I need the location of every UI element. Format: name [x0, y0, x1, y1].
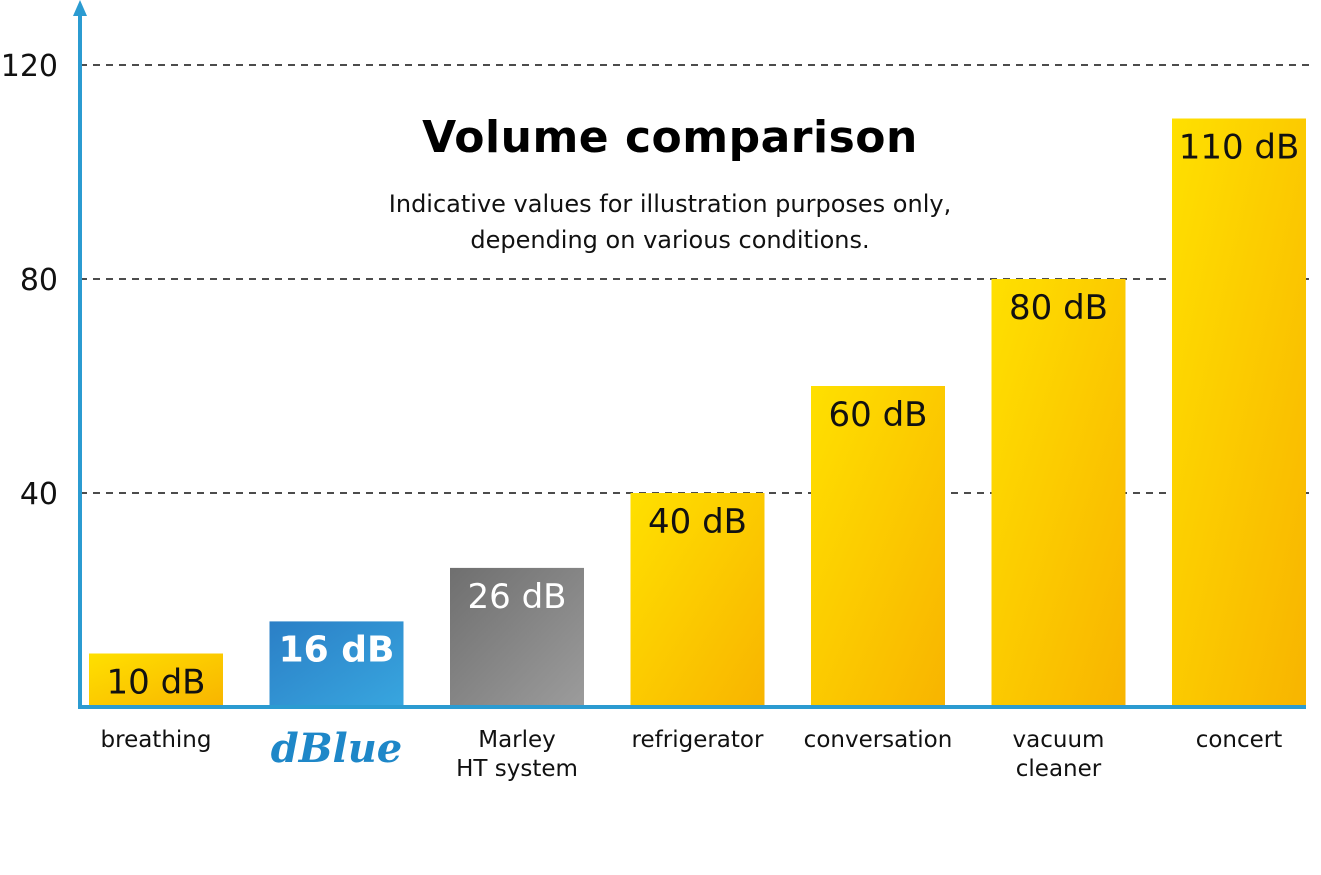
x-category-label: cleaner: [1016, 756, 1102, 782]
bar-value-label: 26 dB: [468, 577, 567, 617]
chart-subtitle: Indicative values for illustration purpo…: [370, 186, 970, 258]
y-tick-label: 120: [1, 49, 58, 84]
bar-value-label: 110 dB: [1179, 128, 1300, 168]
bar-3: [630, 493, 765, 707]
bar-0: [89, 653, 223, 707]
y-tick-label: 80: [20, 263, 58, 298]
bar-6: [1172, 118, 1306, 707]
chart-title: Volume comparison: [422, 112, 918, 163]
bar-value-label: 60 dB: [829, 395, 928, 435]
bar-4: [811, 386, 945, 707]
x-category-label: conversation: [804, 727, 953, 753]
x-category-label: vacuum: [1013, 727, 1105, 753]
bar-value-label: 80 dB: [1009, 288, 1108, 328]
dblue-logo: dBlue: [271, 725, 403, 772]
x-category-label: Marley: [478, 727, 556, 753]
bar-1: [269, 621, 404, 707]
bar-value-label: 40 dB: [648, 502, 747, 542]
x-category-label: breathing: [101, 727, 212, 753]
x-category-label: concert: [1196, 727, 1283, 753]
y-tick-label: 40: [20, 477, 58, 512]
subtitle-line-1: Indicative values for illustration purpo…: [388, 190, 952, 218]
subtitle-line-2: depending on various conditions.: [470, 226, 870, 254]
bar-value-label: 16 dB: [279, 629, 395, 670]
x-category-label: refrigerator: [632, 727, 764, 753]
y-axis-arrow: [73, 0, 87, 16]
bar-2: [450, 567, 584, 707]
bar-5: [991, 279, 1126, 707]
x-category-label: HT system: [456, 756, 578, 782]
bar-value-label: 10 dB: [107, 663, 206, 703]
